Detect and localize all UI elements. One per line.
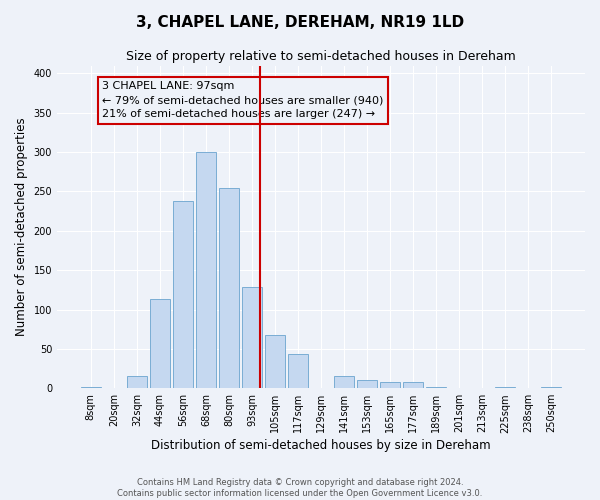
Bar: [242, 288, 262, 388]
Bar: [403, 382, 423, 388]
Bar: [150, 300, 170, 388]
Title: Size of property relative to semi-detached houses in Dereham: Size of property relative to semi-detach…: [126, 50, 516, 63]
Bar: [357, 380, 377, 388]
Bar: [219, 188, 239, 388]
Bar: [380, 382, 400, 388]
Bar: [334, 376, 354, 388]
Bar: [127, 376, 146, 388]
Bar: [265, 334, 285, 388]
Bar: [427, 386, 446, 388]
Bar: [288, 354, 308, 388]
Bar: [81, 386, 101, 388]
Y-axis label: Number of semi-detached properties: Number of semi-detached properties: [15, 118, 28, 336]
Text: 3 CHAPEL LANE: 97sqm
← 79% of semi-detached houses are smaller (940)
21% of semi: 3 CHAPEL LANE: 97sqm ← 79% of semi-detac…: [103, 82, 384, 120]
Bar: [541, 386, 561, 388]
X-axis label: Distribution of semi-detached houses by size in Dereham: Distribution of semi-detached houses by …: [151, 440, 491, 452]
Text: 3, CHAPEL LANE, DEREHAM, NR19 1LD: 3, CHAPEL LANE, DEREHAM, NR19 1LD: [136, 15, 464, 30]
Bar: [196, 152, 216, 388]
Bar: [496, 386, 515, 388]
Text: Contains HM Land Registry data © Crown copyright and database right 2024.
Contai: Contains HM Land Registry data © Crown c…: [118, 478, 482, 498]
Bar: [173, 201, 193, 388]
